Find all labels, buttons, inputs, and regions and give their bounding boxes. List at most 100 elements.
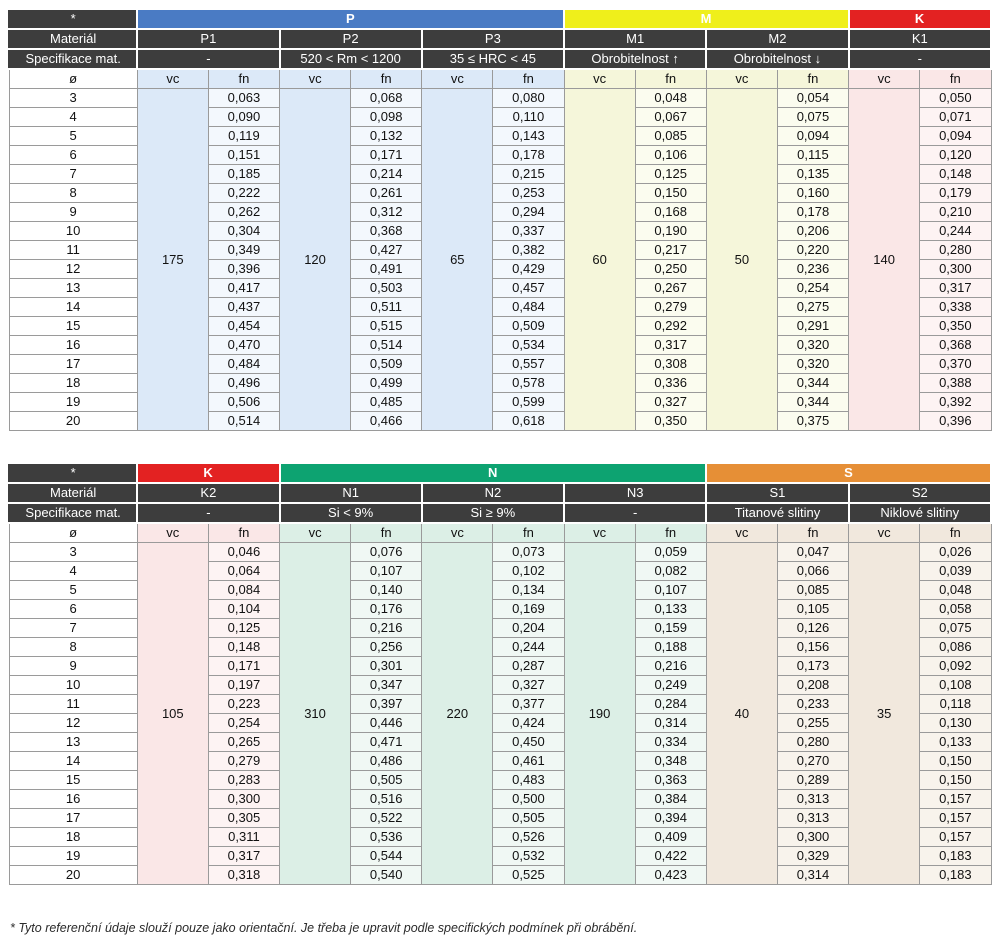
fn-value-P2-d17: 0,509 <box>350 354 423 374</box>
fn-value-S2-d18: 0,157 <box>919 827 992 847</box>
fn-value-P3-d15: 0,509 <box>492 316 565 336</box>
fn-value-N2-d8: 0,244 <box>492 637 565 657</box>
fn-header-K1: fn <box>919 68 992 89</box>
fn-value-N1-d11: 0,397 <box>350 694 423 714</box>
fn-value-K1-d20: 0,396 <box>919 411 992 431</box>
fn-value-P3-d11: 0,382 <box>492 240 565 260</box>
fn-header-S1: fn <box>776 522 850 543</box>
fn-value-M1-d18: 0,336 <box>634 373 707 393</box>
fn-value-P1-d8: 0,222 <box>207 183 281 203</box>
fn-value-N1-d10: 0,347 <box>350 675 423 695</box>
fn-value-P1-d11: 0,349 <box>207 240 281 260</box>
fn-value-K2-d9: 0,171 <box>207 656 281 676</box>
group-band-N: N <box>278 462 708 484</box>
fn-value-P3-d9: 0,294 <box>492 202 565 222</box>
fn-value-K2-d10: 0,197 <box>207 675 281 695</box>
fn-value-N3-d20: 0,423 <box>634 865 707 885</box>
diameter-value-cell: 11 <box>8 694 138 714</box>
fn-value-K2-d4: 0,064 <box>207 561 281 581</box>
vc-header-P1: vc <box>136 68 209 89</box>
fn-value-N1-d7: 0,216 <box>350 618 423 638</box>
fn-value-S2-d19: 0,183 <box>919 846 992 866</box>
fn-value-K1-d15: 0,350 <box>919 316 992 336</box>
fn-value-S1-d17: 0,313 <box>776 808 850 828</box>
cutting-data-table-1: * P M K Materiál P1 P2 P3 M1 M2 K1 Specifikace mat.… <box>7 8 993 431</box>
fn-value-M2-d13: 0,254 <box>776 278 850 298</box>
fn-value-N3-d5: 0,107 <box>634 580 707 600</box>
fn-value-M2-d4: 0,075 <box>776 107 850 127</box>
diameter-value-cell: 7 <box>8 618 138 638</box>
vc-value-M1: 60 <box>563 88 636 431</box>
fn-value-K1-d3: 0,050 <box>919 88 992 108</box>
fn-value-P1-d16: 0,470 <box>207 335 281 355</box>
fn-value-S2-d17: 0,157 <box>919 808 992 828</box>
fn-value-S2-d5: 0,048 <box>919 580 992 600</box>
vc-value-P2: 120 <box>278 88 352 431</box>
fn-value-P2-d9: 0,312 <box>350 202 423 222</box>
fn-value-N2-d20: 0,525 <box>492 865 565 885</box>
fn-value-M1-d5: 0,085 <box>634 126 707 146</box>
fn-value-S1-d9: 0,173 <box>776 656 850 676</box>
diameter-value-cell: 16 <box>8 335 138 355</box>
material-label-cell: Materiál <box>7 28 139 50</box>
fn-value-N1-d20: 0,540 <box>350 865 423 885</box>
fn-value-N1-d15: 0,505 <box>350 770 423 790</box>
data-row-d6: 6 0,151 0,171 0,178 0,106 0,115 0,120 <box>8 145 992 165</box>
fn-value-K1-d12: 0,300 <box>919 259 992 279</box>
diameter-value-cell: 10 <box>8 675 138 695</box>
vc-header-K1: vc <box>848 68 921 89</box>
vc-value-S1: 40 <box>705 542 778 885</box>
diameter-value-cell: 6 <box>8 599 138 619</box>
fn-value-S2-d10: 0,108 <box>919 675 992 695</box>
fn-value-P1-d18: 0,496 <box>207 373 281 393</box>
fn-value-N3-d19: 0,422 <box>634 846 707 866</box>
fn-value-M1-d13: 0,267 <box>634 278 707 298</box>
fn-value-N2-d19: 0,532 <box>492 846 565 866</box>
fn-value-K1-d5: 0,094 <box>919 126 992 146</box>
fn-header-K2: fn <box>207 522 281 543</box>
vc-value-N1: 310 <box>278 542 352 885</box>
spec-row: Specifikace mat. - Si < 9% Si ≥ 9% - Titanové… <box>7 502 993 524</box>
material-N2: N2 <box>420 482 566 504</box>
fn-value-P3-d6: 0,178 <box>492 145 565 165</box>
diameter-value-cell: 9 <box>8 202 138 222</box>
fn-value-S2-d15: 0,150 <box>919 770 992 790</box>
data-row-d13: 13 0,265 0,471 0,450 0,334 0,280 0,133 <box>8 732 992 752</box>
fn-value-M1-d7: 0,125 <box>634 164 707 184</box>
diameter-value-cell: 8 <box>8 183 138 203</box>
vc-header-N2: vc <box>421 522 494 543</box>
fn-value-S2-d13: 0,133 <box>919 732 992 752</box>
fn-value-K2-d13: 0,265 <box>207 732 281 752</box>
diameter-value-cell: 4 <box>8 107 138 127</box>
data-row-d14: 14 0,437 0,511 0,484 0,279 0,275 0,338 <box>8 297 992 317</box>
fn-value-P2-d10: 0,368 <box>350 221 423 241</box>
material-N1: N1 <box>278 482 423 504</box>
fn-value-S1-d5: 0,085 <box>776 580 850 600</box>
fn-value-S1-d11: 0,233 <box>776 694 850 714</box>
data-row-d3: 3 105 0,046 310 0,076 220 0,073 190 0,059 40 0,047… <box>8 542 992 885</box>
fn-value-P2-d5: 0,132 <box>350 126 423 146</box>
spec-row: Specifikace mat. -520 < Rm < 1200 35 ≤ HRC… <box>7 48 993 70</box>
fn-value-P2-d3: 0,068 <box>350 88 423 108</box>
vc-header-P2: vc <box>278 68 352 89</box>
group-band-K: K <box>847 8 993 30</box>
fn-value-N2-d6: 0,169 <box>492 599 565 619</box>
fn-value-N3-d9: 0,216 <box>634 656 707 676</box>
fn-value-K2-d8: 0,148 <box>207 637 281 657</box>
fn-value-S1-d18: 0,300 <box>776 827 850 847</box>
fn-value-N2-d17: 0,505 <box>492 808 565 828</box>
material-M2: M2 <box>705 28 850 50</box>
fn-value-P3-d14: 0,484 <box>492 297 565 317</box>
fn-value-P1-d10: 0,304 <box>207 221 281 241</box>
fn-value-P2-d18: 0,499 <box>350 373 423 393</box>
fn-value-M1-d17: 0,308 <box>634 354 707 374</box>
vc-header-M1: vc <box>563 68 636 89</box>
diameter-value-cell: 7 <box>8 164 138 184</box>
fn-value-M2-d7: 0,135 <box>776 164 850 184</box>
fn-value-M2-d17: 0,320 <box>776 354 850 374</box>
fn-value-M2-d18: 0,344 <box>776 373 850 393</box>
fn-value-S2-d16: 0,157 <box>919 789 992 809</box>
fn-header-M1: fn <box>634 68 707 89</box>
spec-M1: Obrobitelnost ↑ <box>563 48 708 70</box>
spec-S2: Niklové slitiny <box>847 502 993 524</box>
